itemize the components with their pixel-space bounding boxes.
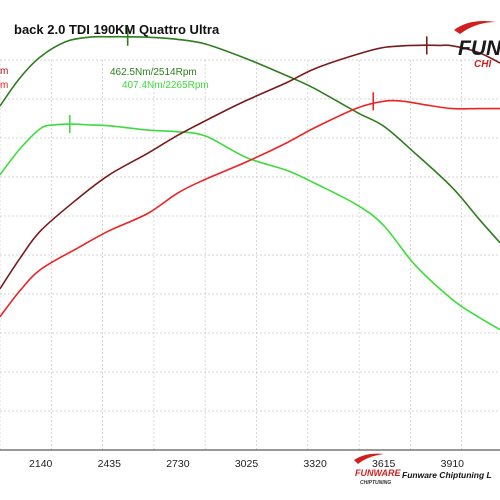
series-line-torque-stock (0, 123, 500, 331)
x-tick-label: 2730 (166, 458, 190, 470)
footer-logo-text: FUNWARE (355, 468, 401, 478)
footer: FUNWARE CHIPTUNING Funware Chiptuning L (354, 453, 492, 486)
series-line-power-tuned (0, 44, 500, 290)
x-tick-label: 2140 (29, 458, 53, 470)
series-line-power-stock (0, 99, 500, 318)
logo-swoosh-icon (454, 21, 496, 34)
chart-series (0, 35, 500, 331)
chart-title: back 2.0 TDI 190KM Quattro Ultra (14, 22, 220, 37)
peak-label-stock-torque: 407.4Nm/2265Rpm (122, 80, 209, 91)
chart-grid (0, 59, 500, 451)
logo-text: FUNW (458, 37, 500, 60)
footer-logo-swoosh-icon (354, 453, 384, 464)
series-line-torque-tuned (0, 35, 500, 244)
x-tick-label: 2435 (98, 458, 122, 470)
logo-subtext: CHI (474, 59, 491, 70)
x-axis-ticks: 2140 2435 2730 3025 3320 3615 3910 (29, 458, 464, 470)
peak-label-tuned-torque: 462.5Nm/2514Rpm (110, 67, 197, 78)
left-label-2: m (0, 80, 8, 91)
x-tick-label: 3615 (372, 458, 396, 470)
footer-logo-subtext: CHIPTUNING (360, 480, 391, 486)
x-tick-label: 3910 (441, 458, 465, 470)
peak-markers (68, 27, 428, 134)
x-tick-label: 3025 (235, 458, 259, 470)
funware-logo: FUNW CHI (454, 21, 500, 70)
left-label-1: m (0, 66, 8, 77)
footer-company: Funware Chiptuning L (402, 470, 492, 480)
x-tick-label: 3320 (303, 458, 327, 470)
